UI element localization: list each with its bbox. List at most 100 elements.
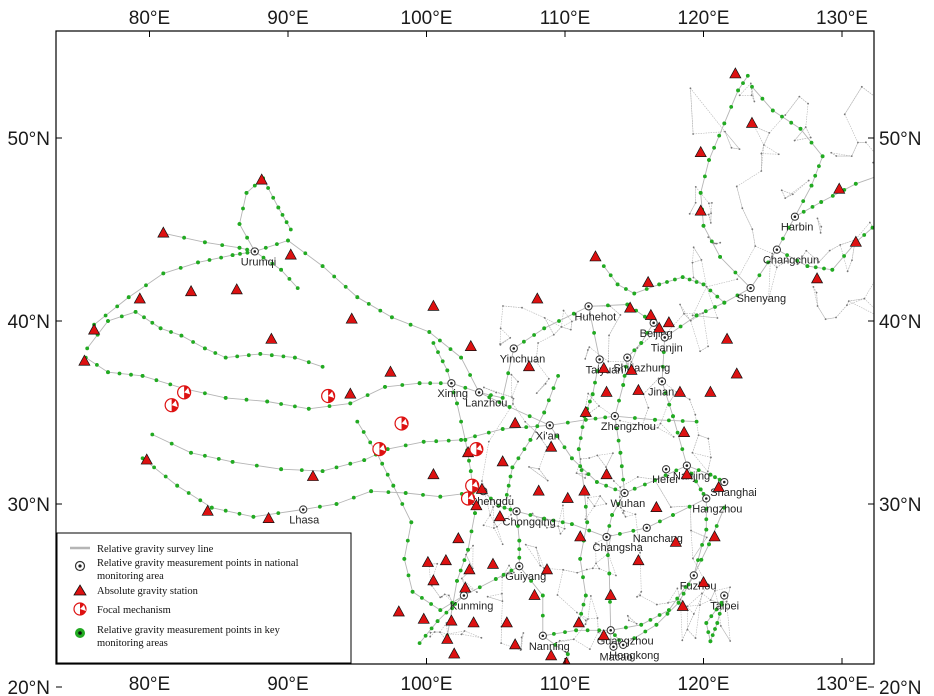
- national-point: [699, 350, 702, 353]
- national-point: [552, 333, 555, 336]
- key-point: [469, 529, 474, 534]
- survey-line: [483, 387, 497, 393]
- national-point: [847, 300, 850, 303]
- key-point: [613, 633, 617, 637]
- survey-line: [501, 565, 510, 578]
- survey-line: [816, 292, 818, 307]
- key-point: [653, 478, 657, 483]
- survey-line: [693, 131, 725, 135]
- key-point: [694, 479, 698, 484]
- national-point: [767, 298, 770, 301]
- city-label: Xining: [437, 388, 468, 400]
- key-point: [235, 354, 240, 359]
- survey-line: [587, 595, 592, 620]
- key-point: [126, 295, 131, 300]
- national-point: [508, 564, 510, 567]
- key-point: [417, 381, 422, 386]
- survey-line: [589, 455, 598, 459]
- key-point: [445, 368, 450, 373]
- key-point: [632, 636, 637, 641]
- key-point: [680, 447, 685, 451]
- survey-line: [693, 584, 708, 615]
- national-point: [636, 595, 638, 598]
- lat-label-left: 30°N: [8, 495, 50, 516]
- survey-line: [585, 618, 589, 625]
- city-marker-dot: [477, 391, 481, 394]
- national-point: [777, 153, 780, 156]
- key-point: [438, 494, 443, 499]
- survey-line: [489, 506, 494, 516]
- survey-line: [864, 298, 874, 309]
- survey-line: [641, 407, 649, 426]
- survey-line: [682, 613, 695, 641]
- survey-line: [763, 132, 770, 146]
- survey-line: [659, 328, 668, 333]
- absolute-station: [230, 283, 243, 295]
- key-point: [632, 348, 637, 353]
- national-point: [793, 139, 796, 142]
- survey-line: [720, 625, 731, 642]
- key-point: [450, 606, 454, 611]
- key-point: [560, 520, 565, 525]
- survey-line: [163, 232, 299, 289]
- key-point: [540, 613, 545, 618]
- key-point: [879, 219, 883, 223]
- survey-line: [563, 310, 573, 322]
- national-point: [546, 445, 548, 448]
- absolute-station: [384, 365, 397, 377]
- key-point: [813, 265, 818, 270]
- key-point: [150, 432, 155, 437]
- key-point: [785, 253, 789, 257]
- key-point: [516, 456, 521, 461]
- national-point: [588, 457, 591, 459]
- national-point: [520, 636, 523, 639]
- key-point: [639, 341, 644, 345]
- key-point: [178, 266, 183, 270]
- national-point: [691, 451, 694, 454]
- key-point: [286, 238, 290, 243]
- national-point: [584, 477, 586, 479]
- key-point: [595, 480, 599, 484]
- national-point: [611, 641, 614, 643]
- key-point: [819, 200, 824, 204]
- survey-line: [794, 137, 811, 141]
- national-point: [619, 486, 622, 489]
- survey-line: [603, 265, 725, 304]
- key-point: [583, 593, 588, 598]
- legend-label-national-line2: monitoring area: [97, 571, 164, 582]
- key-point: [400, 383, 405, 387]
- survey-line: [667, 588, 678, 604]
- legend-label-key-line2: monitoring areas: [97, 638, 168, 649]
- key-point: [186, 491, 191, 495]
- national-point: [846, 270, 849, 273]
- survey-line: [736, 245, 756, 280]
- legend-box: [56, 532, 352, 664]
- key-point: [661, 364, 665, 369]
- focal-mechanism: [469, 442, 484, 457]
- national-point: [694, 201, 697, 204]
- key-point: [403, 491, 408, 495]
- survey-line: [589, 632, 599, 650]
- focal-mechanism: [321, 388, 336, 404]
- survey-line: [840, 239, 856, 246]
- national-point: [694, 413, 697, 416]
- national-point: [579, 458, 582, 460]
- legend: Relative gravity survey line Relative gr…: [56, 532, 352, 664]
- survey-line: [628, 620, 637, 625]
- national-point: [679, 598, 682, 601]
- national-point: [843, 113, 846, 116]
- survey-line: [755, 245, 773, 254]
- survey-line: [584, 346, 590, 359]
- absolute-station: [849, 235, 862, 247]
- lon-label-bottom: 100°E: [401, 674, 453, 695]
- national-point: [495, 391, 498, 394]
- absolute-station: [604, 588, 617, 600]
- key-point: [276, 205, 281, 210]
- survey-line: [557, 569, 564, 596]
- survey-line: [731, 147, 740, 150]
- survey-line: [573, 639, 591, 650]
- key-point: [588, 399, 592, 404]
- key-point: [551, 518, 556, 523]
- key-point: [245, 247, 250, 252]
- national-point: [538, 468, 540, 470]
